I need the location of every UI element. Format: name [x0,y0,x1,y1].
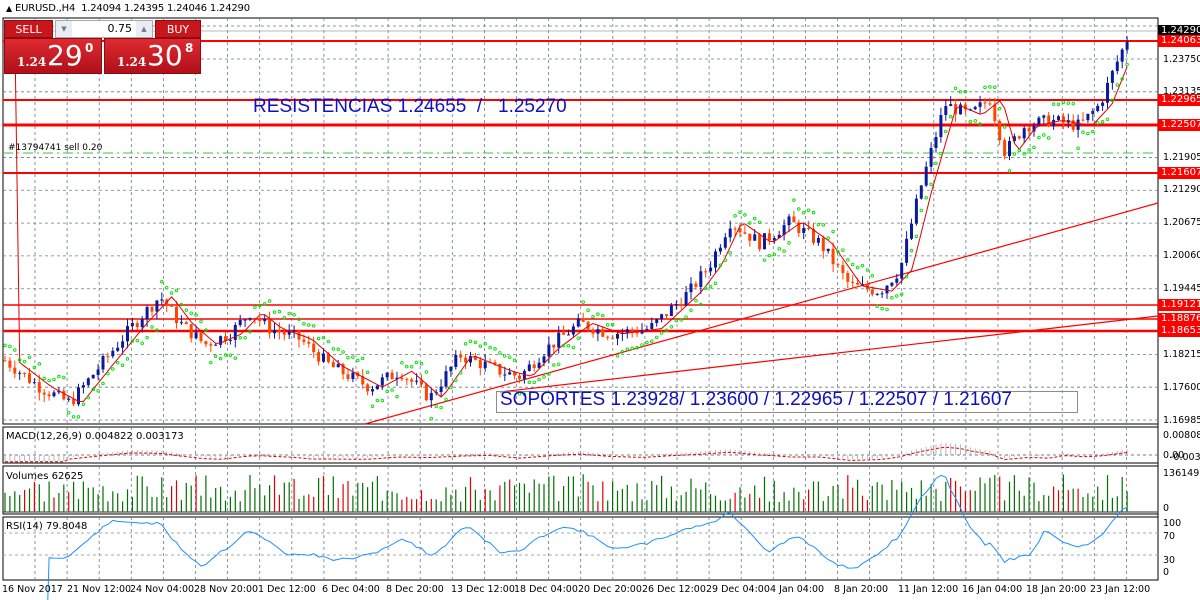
time-label: 11 Jan 12:00 [898,584,959,595]
one-click-trade-panel: SELL ▼ 0.75 ▲ BUY 1.24 29 0 1.24 30 8 [0,18,202,74]
macd-max: 0.008087 [1163,430,1200,441]
sell-price-button[interactable]: 1.24 29 0 [4,38,102,74]
order-label[interactable]: #13794741 sell 0.20 [8,143,103,153]
level-label: 1.24063 [1158,35,1200,47]
rsi-tick: 70 [1163,531,1176,542]
time-label: 29 Dec 04:00 [706,584,770,595]
time-label: 1 Dec 12:00 [258,584,316,595]
time-label: 18 Jan 20:00 [1026,584,1087,595]
resistance-annotation[interactable]: RESISTENCIAS 1.24655 / 1.25270 [253,96,567,117]
lot-size-stepper[interactable]: ▼ 0.75 ▲ [55,20,153,38]
sell-button[interactable]: SELL [4,20,53,38]
time-label: 21 Nov 12:00 [67,584,132,595]
time-label: 26 Dec 12:00 [642,584,706,595]
support-annotation-box [496,391,1078,413]
time-label: 18 Dec 04:00 [514,584,578,595]
lot-increase-icon[interactable]: ▲ [136,21,152,37]
price-tick: 1.20060 [1163,250,1200,261]
buy-price-prefix: 1.24 [117,55,147,69]
time-label: 20 Dec 20:00 [578,584,642,595]
time-label: 8 Jan 20:00 [834,584,889,595]
buy-price-fraction: 8 [185,41,194,55]
price-tick: 1.19445 [1163,283,1200,294]
chart-title: ▲ EURUSD.,H4 1.24094 1.24395 1.24046 1.24… [6,3,250,14]
time-label: 4 Jan 04:00 [770,584,825,595]
price-tick: 1.21905 [1163,152,1200,163]
time-label: 16 Jan 04:00 [962,584,1023,595]
lot-size-input[interactable]: 0.75 [107,22,133,35]
time-label: 16 Nov 2017 [2,584,63,595]
price-tick: 1.21290 [1163,184,1200,195]
time-label: 24 Nov 04:00 [130,584,195,595]
time-label: 8 Dec 20:00 [386,584,444,595]
macd-min: -0.003085 [1170,452,1200,463]
level-label: 1.21607 [1158,167,1200,179]
lot-decrease-icon[interactable]: ▼ [56,21,72,37]
sell-price-pips: 29 [47,39,83,72]
price-tick: 1.18215 [1163,349,1200,360]
buy-price-button[interactable]: 1.24 30 8 [104,38,201,74]
volumes-min: 0 [1163,503,1170,514]
rsi-tick: 100 [1163,518,1182,529]
rsi-tick: 30 [1163,555,1176,566]
price-tick: 1.23135 [1163,86,1200,97]
ohlc-values: 1.24094 1.24395 1.24046 1.24290 [81,3,250,14]
symbol: EURUSD.,H4 [14,3,76,14]
level-label: 1.22965 [1158,94,1200,106]
price-tick: 1.17600 [1163,382,1200,393]
rsi-label: RSI(14) 79.8048 [6,521,88,532]
time-label: 13 Dec 12:00 [451,584,515,595]
volumes-label: Volumes 62625 [6,471,84,482]
time-label: 6 Dec 04:00 [322,584,380,595]
level-label: 1.22507 [1158,119,1200,131]
macd-label: MACD(12,26,9) 0.004822 0.003173 [6,431,184,442]
price-tick: 1.20675 [1163,217,1200,228]
support-annotation[interactable]: SOPORTES 1.23928/ 1.23600 / 1.22965 / 1.… [500,389,1012,410]
triangle-up-icon: ▲ [6,4,12,13]
price-tick: 1.23750 [1163,54,1200,65]
volumes-max: 136149 [1163,468,1200,479]
sell-price-prefix: 1.24 [17,55,47,69]
time-label: 23 Jan 12:00 [1090,584,1151,595]
buy-button[interactable]: BUY [155,20,201,38]
level-label: 1.18653 [1158,325,1200,337]
macd-zero: 0.00 [1163,450,1185,461]
level-label: 1.19121 [1158,299,1200,311]
price-tick: 1.16985 [1163,415,1200,426]
sell-price-fraction: 0 [85,41,94,55]
level-label: 1.18876 [1158,313,1200,325]
rsi-tick: 0 [1163,567,1170,578]
buy-price-pips: 30 [147,39,183,72]
current-price-label: 1.24290 [1158,25,1200,37]
time-label: 28 Nov 20:00 [194,584,259,595]
